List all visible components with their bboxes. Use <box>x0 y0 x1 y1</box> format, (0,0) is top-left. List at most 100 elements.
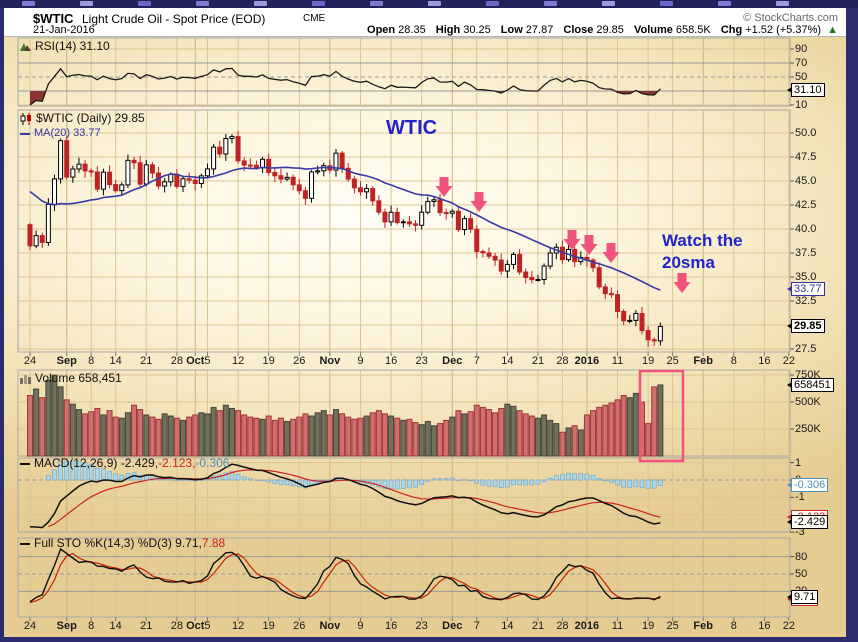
x-axis-label: 9 <box>357 355 364 367</box>
browser-tab[interactable] <box>544 1 557 6</box>
price-candles <box>27 130 663 347</box>
rsi-series <box>29 67 661 106</box>
panel-borders <box>17 37 791 618</box>
browser-tab[interactable] <box>138 1 151 6</box>
browser-tab[interactable] <box>22 1 35 6</box>
x-axis-label: 26 <box>293 355 306 367</box>
x-axis-label: 12 <box>231 620 245 632</box>
browser-tab[interactable] <box>80 1 93 6</box>
axis-tick: 40.0 <box>795 223 817 235</box>
current-value-box: 658451 <box>787 377 834 392</box>
axis-tick: 500K <box>795 396 821 408</box>
x-axis-label: 26 <box>293 620 306 632</box>
axis-tick: 42.5 <box>795 199 817 211</box>
chart-background <box>4 36 846 637</box>
close-value: 29.85 <box>596 24 624 36</box>
x-axis-label: Nov <box>319 355 341 367</box>
axis-tick: 27.5 <box>795 343 817 355</box>
x-axis-label: 14 <box>501 355 514 367</box>
macd-label-signal: -2.123, <box>158 456 196 470</box>
x-axis-label: 16 <box>758 355 771 367</box>
x-axis-label: 25 <box>666 620 679 632</box>
gridlines <box>18 38 790 621</box>
ma-legend: MA(20) 33.77 <box>20 127 101 140</box>
x-axis-label: 7 <box>473 620 480 632</box>
x-axis-label: Feb <box>693 355 713 367</box>
x-axis-label: Feb <box>693 620 713 632</box>
volume-value: 658.5K <box>675 24 711 36</box>
axis-tick: 47.5 <box>795 151 817 163</box>
x-axis-label: 28 <box>170 620 183 632</box>
x-axis-label: Nov <box>319 620 341 632</box>
rsi-legend: RSI(14) 31.10 <box>20 40 110 53</box>
x-axis-label: 14 <box>501 620 514 632</box>
quote-line: Open 28.35 High 30.25 Low 27.87 Close 29.85 … <box>360 24 838 36</box>
current-value-box: -0.306 <box>787 478 829 493</box>
browser-tab[interactable] <box>312 1 325 6</box>
watch-line2: 20sma <box>662 253 715 272</box>
watch-annotation: Watch the 20sma <box>662 230 743 274</box>
axis-tick: 50 <box>795 71 808 83</box>
price-label: $WTIC (Daily) 29.85 <box>36 111 145 125</box>
volume-label: Volume <box>633 24 673 36</box>
current-value-box: -2.429 <box>787 515 829 530</box>
browser-tab[interactable] <box>486 1 499 6</box>
x-axis-label: 16 <box>758 620 771 632</box>
x-axis-label: 2016 <box>574 355 600 367</box>
sto-legend: Full STO %K(14,3) %D(3) 9.71, 7.88 <box>20 537 225 550</box>
high-value: 30.25 <box>463 24 491 36</box>
low-label: Low <box>500 24 523 36</box>
high-label: High <box>435 24 461 36</box>
browser-tab[interactable] <box>776 1 789 6</box>
x-axis-label: 21 <box>531 620 545 632</box>
browser-tab[interactable] <box>718 1 731 6</box>
sto-label-main: Full STO %K(14,3) %D(3) 9.71, <box>34 536 202 550</box>
browser-tab[interactable] <box>370 1 383 6</box>
axis-tick: 50.0 <box>795 127 817 139</box>
axis-tick: 50 <box>795 568 808 580</box>
x-axis-label: 22 <box>782 355 795 367</box>
rsi-icon <box>20 43 31 51</box>
sto-label-d: 7.88 <box>201 536 226 550</box>
price-legend: $WTIC (Daily) 29.85 <box>20 112 145 125</box>
x-axis-label: 23 <box>415 620 428 632</box>
macd-histogram <box>46 460 663 490</box>
instrument-title: Light Crude Oil - Spot Price (EOD) <box>82 12 266 26</box>
browser-tab[interactable] <box>254 1 267 6</box>
x-axis-label: 19 <box>641 620 655 632</box>
hand-annotations <box>435 177 691 463</box>
browser-tab[interactable] <box>602 1 615 6</box>
up-arrow-icon: ▲ <box>827 24 838 36</box>
browser-tab[interactable] <box>660 1 673 6</box>
current-value-box: 9.71 <box>787 590 819 605</box>
x-axis-label: 8 <box>730 620 737 632</box>
macd-lines <box>29 463 661 529</box>
x-axis-label: 24 <box>23 620 37 632</box>
x-axis-label: 7 <box>473 355 480 367</box>
x-axis-label: Oct <box>186 355 205 367</box>
macd-label-main: MACD(12,26,9) -2.429, <box>34 456 159 470</box>
x-axis-label: 5 <box>204 355 211 367</box>
axis-tick: -3 <box>795 526 805 539</box>
macd-legend: MACD(12,26,9) -2.429, -2.123, -0.306 <box>20 457 229 470</box>
browser-tab[interactable] <box>196 1 209 6</box>
browser-tab[interactable] <box>428 1 441 6</box>
axis-tick: 10 <box>795 99 808 111</box>
x-axis-label: 19 <box>262 620 275 632</box>
x-axis-label: 11 <box>611 355 624 367</box>
x-axis-label: 16 <box>384 620 398 632</box>
macd-label-hist: -0.306 <box>195 456 230 470</box>
volume-legend: Volume 658,451 <box>20 372 122 385</box>
chg-label: Chg <box>720 24 743 36</box>
axis-tick: 70 <box>795 57 808 69</box>
x-axis-label: Dec <box>442 355 463 367</box>
x-axis-label: 14 <box>109 355 122 367</box>
x-axis-label: 8 <box>730 355 737 367</box>
x-axis-label: 21 <box>531 355 545 367</box>
axis-tick: 90 <box>795 43 808 55</box>
open-value: 28.35 <box>398 24 426 36</box>
sto-lines <box>29 547 661 604</box>
x-axis-label: 23 <box>415 355 428 367</box>
open-label: Open <box>367 24 396 36</box>
